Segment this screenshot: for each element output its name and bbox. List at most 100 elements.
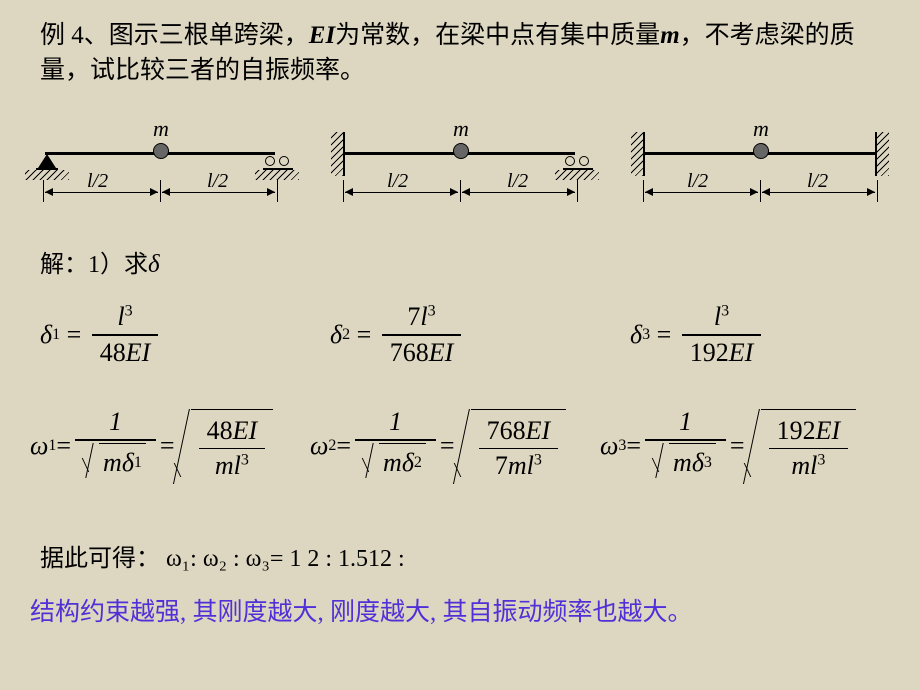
den: EI xyxy=(126,338,151,367)
mass-icon xyxy=(153,143,169,159)
sub: 3 xyxy=(642,326,650,344)
sqrt: 48EI ml3 xyxy=(177,409,274,484)
coef: 768 xyxy=(390,338,429,367)
problem-statement: 例 4、图示三根单跨梁，EI为常数，在梁中点有集中质量m，不考虑梁的质量，试比较… xyxy=(40,18,880,88)
delta-var: δ xyxy=(40,320,52,350)
sub: 1 xyxy=(134,454,142,472)
sub: 3 xyxy=(704,454,712,472)
sqrt: mδ2 xyxy=(365,443,426,478)
fraction: 768EI 7ml3 xyxy=(479,414,559,484)
dim-label: l/2 xyxy=(807,170,828,193)
roller-support-icon xyxy=(268,156,286,170)
mass-label: m xyxy=(453,116,469,142)
ratio-expr: ω₁: ω₂ : ω₃= 1 2 : 1.512 : xyxy=(166,546,405,572)
omega-var: ω xyxy=(310,431,328,461)
fraction: 1 mδ2 xyxy=(355,405,436,487)
equals: = xyxy=(160,431,175,461)
dimension-line: l/2 l/2 xyxy=(343,188,577,208)
fixed-support-icon xyxy=(875,132,889,176)
delta: δ xyxy=(402,448,414,478)
omega-var: ω xyxy=(30,431,48,461)
coef: 7 xyxy=(407,302,420,331)
coef: 7 xyxy=(495,451,508,480)
dim-label: l/2 xyxy=(87,170,108,193)
delta-var: δ xyxy=(330,320,342,350)
equals: = xyxy=(56,431,71,461)
exp: 3 xyxy=(241,451,249,468)
dim-label: l/2 xyxy=(507,170,528,193)
delta: δ xyxy=(692,448,704,478)
equals: = xyxy=(60,320,88,350)
sqrt: mδ3 xyxy=(655,443,716,478)
dim-label: l/2 xyxy=(387,170,408,193)
mass-icon xyxy=(453,143,469,159)
sub: 2 xyxy=(328,437,336,455)
ratio-prefix: 据此可得： xyxy=(40,546,160,572)
equals: = xyxy=(730,431,745,461)
problem-mid1: 为常数，在梁中点有集中质量 xyxy=(335,22,660,49)
m-symbol: m xyxy=(660,22,679,49)
fraction: 1 mδ1 xyxy=(75,405,156,487)
mass-icon xyxy=(753,143,769,159)
den: EI xyxy=(429,338,454,367)
sqrt: mδ1 xyxy=(85,443,146,478)
solution-text: 解：1）求 xyxy=(40,252,148,278)
fixed-support-icon xyxy=(631,132,645,176)
sub: 3 xyxy=(618,437,626,455)
mass-label: m xyxy=(153,116,169,142)
EI: EI xyxy=(233,416,258,445)
beam-3-fixed-fixed: m l/2 l/2 xyxy=(615,112,905,222)
den: EI xyxy=(729,338,754,367)
fraction: 1 mδ3 xyxy=(645,405,726,487)
dimension-line: l/2 l/2 xyxy=(43,188,277,208)
exp: 3 xyxy=(428,302,436,319)
fixed-support-icon xyxy=(331,132,345,176)
solution-head: 解：1）求δ xyxy=(40,244,160,279)
equals: = xyxy=(626,431,641,461)
fraction: 192EI ml3 xyxy=(769,414,849,484)
m: m xyxy=(103,448,122,478)
ml: ml xyxy=(791,451,817,480)
delta-symbol: δ xyxy=(148,251,160,278)
omega-var: ω xyxy=(600,431,618,461)
equals: = xyxy=(336,431,351,461)
equals: = xyxy=(350,320,378,350)
sub: 1 xyxy=(52,326,60,344)
sub: 1 xyxy=(48,437,56,455)
problem-prefix: 例 4、图示三根单跨梁， xyxy=(40,22,309,49)
sqrt: 192EI ml3 xyxy=(747,409,857,484)
beam-diagrams: m l/2 l/2 m l/2 l/2 m xyxy=(5,112,915,222)
EI: EI xyxy=(816,416,841,445)
coef: 192 xyxy=(690,338,729,367)
sub: 2 xyxy=(342,326,350,344)
EI-symbol: EI xyxy=(309,22,335,49)
omega-3-equation: ω3 = 1 mδ3 = 192EI ml3 xyxy=(600,405,858,487)
exp: 3 xyxy=(125,302,133,319)
conclusion: 结构约束越强, 其刚度越大, 刚度越大, 其自振动频率也越大。 xyxy=(30,592,693,628)
coef: 48 xyxy=(207,416,233,445)
delta-3-equation: δ3 = l3 192EI xyxy=(630,300,765,370)
coef: 768 xyxy=(487,416,526,445)
beam-1-simply-supported: m l/2 l/2 xyxy=(15,112,305,222)
coef: 48 xyxy=(100,338,126,367)
dim-label: l/2 xyxy=(207,170,228,193)
ml: ml xyxy=(215,451,241,480)
sqrt: 768EI 7ml3 xyxy=(457,409,567,484)
sub: 2 xyxy=(414,454,422,472)
fraction: l3 48EI xyxy=(92,300,159,370)
beam-2-fixed-roller: m l/2 l/2 xyxy=(315,112,605,222)
EI: EI xyxy=(526,416,551,445)
omega-1-equation: ω1 = 1 mδ1 = 48EI ml3 xyxy=(30,405,275,487)
m: m xyxy=(673,448,692,478)
delta: δ xyxy=(122,448,134,478)
exp: 3 xyxy=(817,451,825,468)
roller-support-icon xyxy=(568,156,586,170)
num: l xyxy=(420,302,427,331)
pin-support-icon xyxy=(38,154,56,168)
omega-2-equation: ω2 = 1 mδ2 = 768EI 7ml3 xyxy=(310,405,568,487)
equals: = xyxy=(440,431,455,461)
dim-label: l/2 xyxy=(687,170,708,193)
delta-2-equation: δ2 = 7l3 768EI xyxy=(330,300,465,370)
num: l xyxy=(117,302,124,331)
ratio-line: 据此可得： ω₁: ω₂ : ω₃= 1 2 : 1.512 : xyxy=(40,538,405,573)
